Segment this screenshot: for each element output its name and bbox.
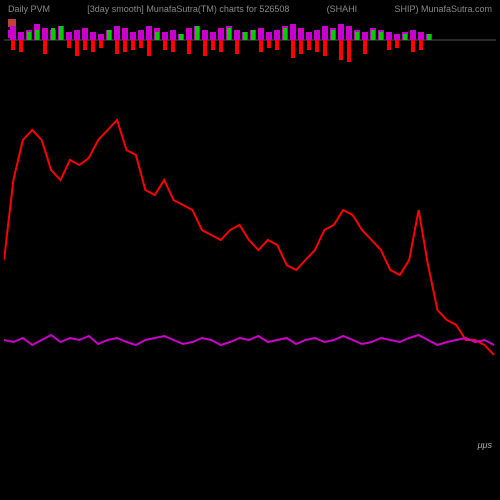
volume-price-bars — [4, 0, 496, 80]
bar-chart-svg — [4, 0, 496, 80]
y-axis-label: μμs — [478, 440, 492, 450]
price-volume-lines: μμs — [4, 110, 496, 490]
line-chart-svg — [4, 110, 496, 390]
